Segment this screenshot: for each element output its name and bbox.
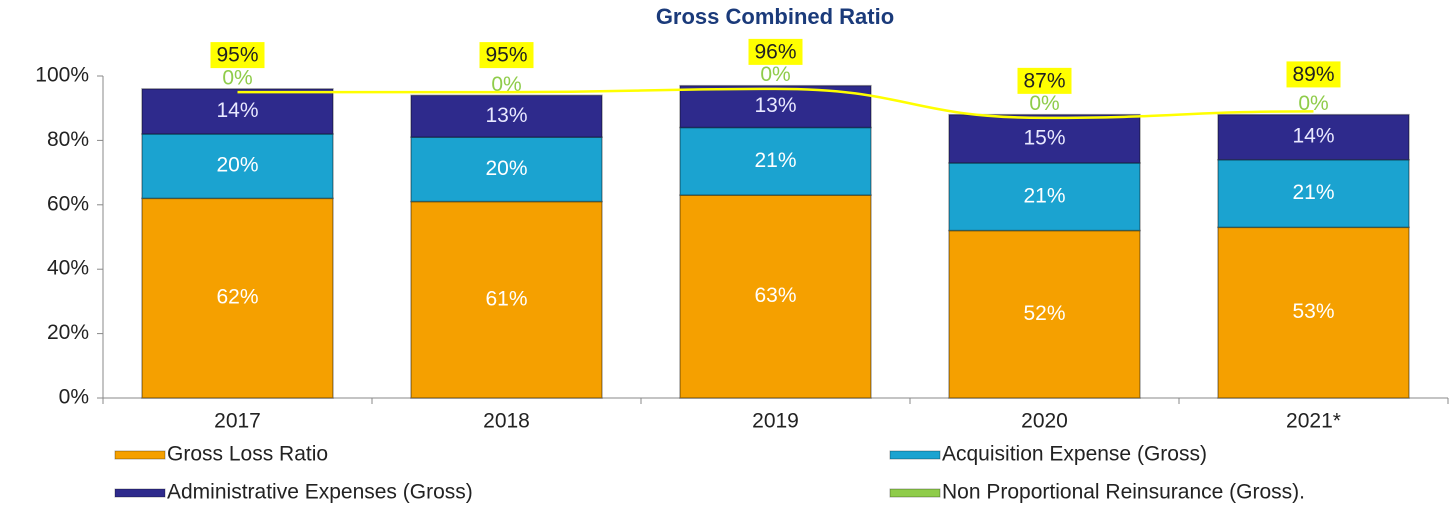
data-label: 0% — [222, 66, 252, 89]
bar-segment — [1217, 113, 1410, 161]
data-label: 13% — [485, 104, 527, 127]
data-label: 21% — [754, 149, 796, 172]
bar-segment — [948, 113, 1141, 164]
total-label-bg — [748, 38, 803, 65]
data-label: 13% — [754, 94, 796, 117]
bar-segment — [679, 194, 872, 399]
bar-segment — [948, 229, 1141, 399]
legend-label: Non Proportional Reinsurance (Gross). — [942, 481, 1305, 504]
x-tick-label: 2018 — [483, 410, 530, 433]
x-tick-label: 2017 — [214, 410, 261, 433]
total-label: 96% — [754, 40, 796, 63]
data-label: 61% — [485, 287, 527, 310]
data-label: 0% — [1298, 92, 1328, 115]
bar-segment — [141, 197, 334, 399]
legend-swatch — [114, 488, 166, 498]
legend-swatch — [889, 488, 941, 498]
data-label: 21% — [1023, 184, 1065, 207]
bar-segment — [410, 94, 603, 138]
data-label: 20% — [485, 157, 527, 180]
data-label: 53% — [1292, 300, 1334, 323]
bar-segment — [141, 88, 334, 135]
y-tick-label: 40% — [47, 257, 89, 280]
data-label: 15% — [1023, 126, 1065, 149]
data-label: 63% — [754, 284, 796, 307]
total-label: 95% — [216, 44, 258, 67]
total-label: 95% — [485, 44, 527, 67]
bar-segment — [948, 162, 1141, 232]
x-tick-label: 2019 — [752, 410, 799, 433]
bar-segment — [410, 200, 603, 399]
y-tick-label: 0% — [59, 386, 89, 409]
data-label: 0% — [760, 63, 790, 86]
data-label: 20% — [216, 154, 258, 177]
data-label: 14% — [1292, 125, 1334, 148]
total-label: 89% — [1292, 63, 1334, 86]
legend-label: Acquisition Expense (Gross) — [942, 443, 1207, 466]
total-label-bg — [210, 42, 265, 69]
x-tick-label: 2020 — [1021, 410, 1068, 433]
total-line — [237, 87, 1314, 120]
legend-swatch — [889, 450, 941, 460]
chart-title: Gross Combined Ratio — [656, 4, 894, 29]
data-label: 0% — [1029, 92, 1059, 115]
y-tick-label: 60% — [47, 192, 89, 215]
y-tick-label: 100% — [35, 64, 89, 87]
bar-segment — [679, 126, 872, 196]
bar-segment — [410, 136, 603, 203]
legend-swatch — [114, 450, 166, 460]
total-label: 87% — [1023, 69, 1065, 92]
x-tick-label: 2021* — [1286, 410, 1341, 433]
data-label: 14% — [216, 99, 258, 122]
bar-segment — [141, 133, 334, 200]
total-label-bg — [1017, 67, 1072, 94]
total-label-bg — [1286, 61, 1341, 88]
bar-segment — [1217, 158, 1410, 229]
legend-label: Gross Loss Ratio — [167, 443, 328, 466]
y-tick-label: 80% — [47, 128, 89, 151]
y-tick-label: 20% — [47, 321, 89, 344]
data-label: 21% — [1292, 181, 1334, 204]
total-label-bg — [479, 42, 534, 69]
data-label: 52% — [1023, 302, 1065, 325]
data-label: 62% — [216, 286, 258, 309]
legend-label: Administrative Expenses (Gross) — [167, 481, 473, 504]
